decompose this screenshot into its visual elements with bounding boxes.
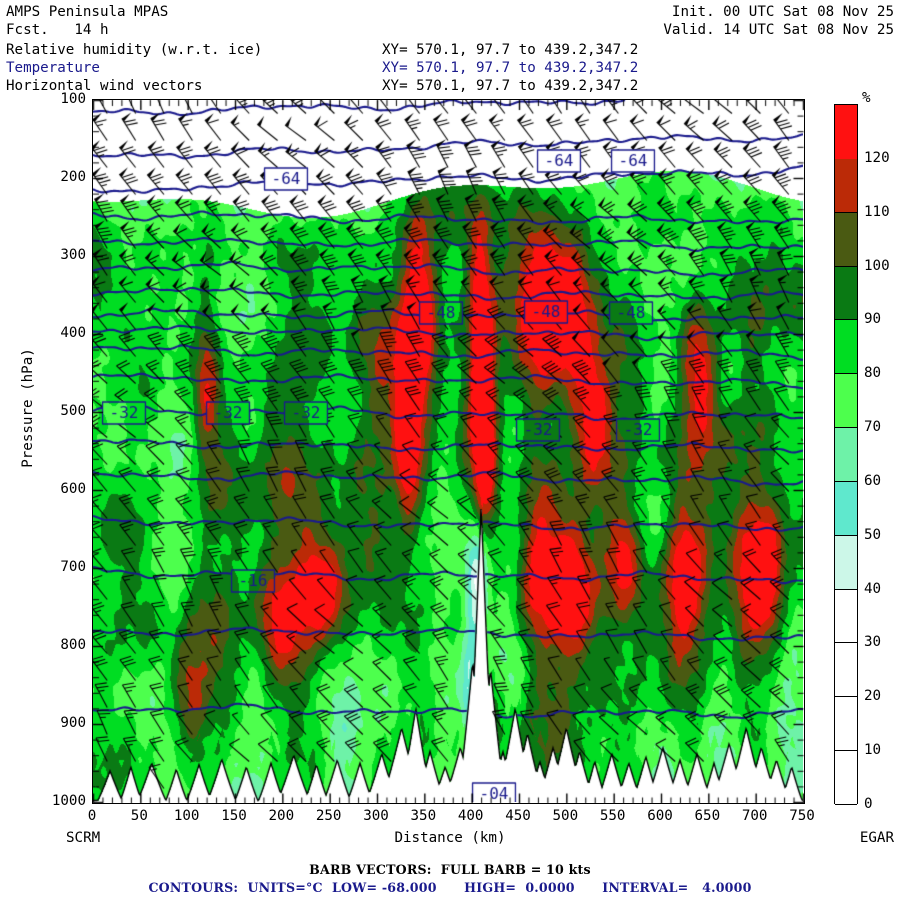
colorbar-tick-label: 40 <box>864 580 882 597</box>
valid-time: Valid. 14 UTC Sat 08 Nov 25 <box>663 22 894 38</box>
plot-frame <box>92 99 805 804</box>
y-tick-label: 500 <box>60 403 86 419</box>
y-axis: 100 200 300 400 500 600 700 800 900 1000 <box>20 91 86 809</box>
x-tick-label: 50 <box>130 808 148 824</box>
colorbar-tick-label: 70 <box>864 419 882 436</box>
init-time: Init. 00 UTC Sat 08 Nov 25 <box>671 4 894 20</box>
x-tick-label: 750 <box>789 808 815 824</box>
x-tick-label: 500 <box>552 808 579 824</box>
model-title: AMPS Peninsula MPAS <box>6 4 169 20</box>
chart-header: AMPS Peninsula MPAS Fcst. 14 h Init. 00 … <box>0 0 900 96</box>
field-name-rh: Relative humidity (w.r.t. ice) <box>6 42 263 58</box>
colorbar-tick-label: 100 <box>864 257 890 274</box>
endpoint-label-left: SCRM <box>66 830 101 846</box>
x-tick-label: 350 <box>410 808 437 824</box>
contour-legend: CONTOURS: UNITS=°C LOW= -68.000 HIGH= 0.… <box>148 880 752 895</box>
y-tick-label: 400 <box>60 325 86 341</box>
y-tick-label: 100 <box>60 91 86 107</box>
colorbar-units: % <box>862 90 871 106</box>
barb-legend: BARB VECTORS: FULL BARB = 10 kts <box>309 862 591 877</box>
colorbar-tick-label: 120 <box>864 149 890 166</box>
y-tick-label: 800 <box>60 637 86 653</box>
colorbar-cell <box>835 481 857 536</box>
colorbar-cell <box>835 158 857 213</box>
y-tick-label: 600 <box>60 481 86 497</box>
colorbar-tick-label: 0 <box>864 796 873 812</box>
x-tick-label: 100 <box>173 808 200 824</box>
x-tick-label: 450 <box>505 808 531 824</box>
colorbar-cell <box>835 212 857 267</box>
colorbar-cell <box>835 535 857 590</box>
colorbar-cell <box>835 320 857 375</box>
colorbar-cell <box>835 428 857 482</box>
colorbar-cell <box>835 589 857 644</box>
colorbar-cell <box>835 266 857 321</box>
colorbar <box>834 104 858 805</box>
colorbar-tick-label: 80 <box>864 365 882 382</box>
colorbar-cell <box>835 105 857 159</box>
colorbar-tick-label: 20 <box>864 688 882 705</box>
x-tick-label: 300 <box>363 808 389 824</box>
y-tick-label: 300 <box>60 247 86 263</box>
y-tick-label: 200 <box>60 169 86 185</box>
field-xy-rh: XY= 570.1, 97.7 to 439.2,347.2 <box>382 42 639 58</box>
chart-footer: BARB VECTORS: FULL BARB = 10 kts CONTOUR… <box>0 862 900 895</box>
x-axis: 0 50 100 150 200 250 300 350 400 450 500 550 600 650 7… <box>88 808 815 834</box>
x-tick-label: 600 <box>647 808 673 824</box>
endpoint-label-right: EGAR <box>859 830 894 846</box>
x-tick-label: 150 <box>221 808 247 824</box>
colorbar-cell <box>835 751 857 805</box>
x-tick-label: 250 <box>315 808 342 824</box>
x-tick-label: 650 <box>694 808 721 824</box>
colorbar-tick-label: 50 <box>864 526 882 543</box>
colorbar-cell <box>835 643 857 698</box>
field-xy-temperature: XY= 570.1, 97.7 to 439.2,347.2 <box>382 60 639 76</box>
colorbar-tick-label: 30 <box>864 634 882 651</box>
x-tick-label: 0 <box>87 808 97 824</box>
x-axis-title: Distance (km) <box>394 830 506 846</box>
x-tick-label: 200 <box>268 808 295 824</box>
colorbar-tick-label: 110 <box>864 203 890 220</box>
colorbar-tick-label: 10 <box>864 742 882 759</box>
colorbar-tick-label: 90 <box>864 311 882 328</box>
y-axis-title: Pressure (hPa) <box>20 348 36 468</box>
colorbar-cell <box>835 374 857 429</box>
x-tick-label: 400 <box>457 808 484 824</box>
field-name-wind: Horizontal wind vectors <box>6 78 203 94</box>
y-tick-label: 1000 <box>51 793 86 809</box>
x-tick-label: 550 <box>599 808 626 824</box>
x-tick-label: 700 <box>741 808 768 824</box>
y-tick-label: 900 <box>60 715 86 731</box>
field-xy-wind: XY= 570.1, 97.7 to 439.2,347.2 <box>382 78 639 94</box>
field-name-temperature: Temperature <box>6 60 100 76</box>
colorbar-cell <box>835 697 857 752</box>
forecast-hour: Fcst. 14 h <box>6 22 109 38</box>
temperature-contours-and-wind-barbs <box>93 100 803 802</box>
y-tick-label: 700 <box>60 559 86 575</box>
cross-section-plot <box>92 99 805 804</box>
colorbar-tick-label: 60 <box>864 472 882 489</box>
